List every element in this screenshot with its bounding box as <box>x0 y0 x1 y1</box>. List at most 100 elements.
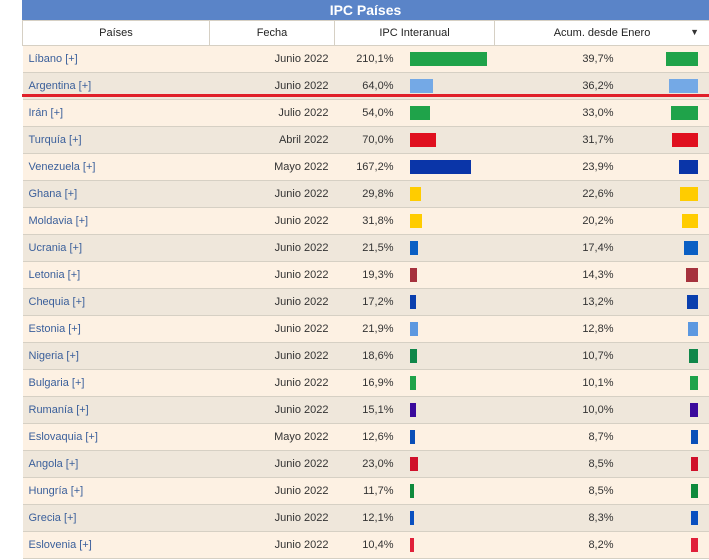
country-link[interactable]: Nigeria [+] <box>22 342 210 370</box>
ipc-value: 17,2% <box>334 288 400 316</box>
ipc-value: 70,0% <box>334 126 400 154</box>
country-link[interactable]: Bulgaria [+] <box>22 369 210 397</box>
acum-bar-cell <box>619 396 709 424</box>
country-link[interactable]: Eslovenia [+] <box>22 531 210 559</box>
ipc-bar-cell <box>399 450 495 478</box>
ipc-value: 54,0% <box>334 99 400 127</box>
header-ipc-interanual[interactable]: IPC Interanual <box>333 20 496 46</box>
table-row: Grecia [+] Junio 2022 12,1% 8,3% <box>22 504 709 532</box>
ipc-bar <box>409 268 417 282</box>
table-row: Angola [+] Junio 2022 23,0% 8,5% <box>22 450 709 478</box>
acum-value: 10,7% <box>494 342 620 370</box>
acum-value: 8,3% <box>494 504 620 532</box>
header-acum-label: Acum. desde Enero <box>553 27 651 39</box>
ipc-bar <box>409 79 433 93</box>
ipc-bar-cell <box>399 261 495 289</box>
acum-bar <box>687 322 698 336</box>
country-link[interactable]: Moldavia [+] <box>22 207 210 235</box>
ipc-bar <box>409 160 471 174</box>
acum-value: 8,7% <box>494 423 620 451</box>
table-row: Turquía [+] Abril 2022 70,0% 31,7% <box>22 126 709 154</box>
country-link[interactable]: Turquía [+] <box>22 126 210 154</box>
acum-bar <box>690 457 698 471</box>
table-row: Bulgaria [+] Junio 2022 16,9% 10,1% <box>22 369 709 397</box>
ipc-bar-cell <box>399 234 495 262</box>
country-link[interactable]: Angola [+] <box>22 450 210 478</box>
acum-bar-cell <box>619 180 709 208</box>
header-acum-desde-enero[interactable]: Acum. desde Enero ▼ <box>494 20 709 46</box>
date-cell: Junio 2022 <box>209 531 335 559</box>
acum-value: 17,4% <box>494 234 620 262</box>
acum-value: 10,0% <box>494 396 620 424</box>
acum-bar <box>690 511 698 525</box>
country-link[interactable]: Ucrania [+] <box>22 234 210 262</box>
acum-bar <box>690 484 698 498</box>
sort-desc-icon[interactable]: ▼ <box>690 27 700 37</box>
acum-value: 8,5% <box>494 450 620 478</box>
acum-value: 22,6% <box>494 180 620 208</box>
date-cell: Junio 2022 <box>209 396 335 424</box>
ipc-bar-cell <box>399 207 495 235</box>
table-header-row: Países Fecha IPC Interanual Acum. desde … <box>22 20 709 46</box>
acum-bar-cell <box>619 369 709 397</box>
acum-bar <box>690 430 698 444</box>
country-link[interactable]: Estonia [+] <box>22 315 210 343</box>
acum-bar <box>678 160 698 174</box>
acum-bar-cell <box>619 423 709 451</box>
acum-bar-cell <box>619 207 709 235</box>
header-paises[interactable]: Países <box>22 20 210 46</box>
header-fecha[interactable]: Fecha <box>209 20 335 46</box>
ipc-bar <box>409 241 418 255</box>
ipc-bar-cell <box>399 396 495 424</box>
highlight-line <box>22 94 709 97</box>
acum-bar <box>681 214 698 228</box>
date-cell: Junio 2022 <box>209 504 335 532</box>
acum-bar <box>686 295 698 309</box>
date-cell: Junio 2022 <box>209 450 335 478</box>
country-link[interactable]: Irán [+] <box>22 99 210 127</box>
table-body: Líbano [+] Junio 2022 210,1% 39,7% Argentina… <box>22 45 709 559</box>
country-link[interactable]: Ghana [+] <box>22 180 210 208</box>
acum-value: 31,7% <box>494 126 620 154</box>
country-link[interactable]: Venezuela [+] <box>22 153 210 181</box>
date-cell: Junio 2022 <box>209 234 335 262</box>
ipc-value: 19,3% <box>334 261 400 289</box>
ipc-value: 31,8% <box>334 207 400 235</box>
acum-bar <box>685 268 698 282</box>
table-row: Venezuela [+] Mayo 2022 167,2% 23,9% <box>22 153 709 181</box>
acum-value: 23,9% <box>494 153 620 181</box>
country-link[interactable]: Rumanía [+] <box>22 396 210 424</box>
country-link[interactable]: Eslovaquia [+] <box>22 423 210 451</box>
country-link[interactable]: Grecia [+] <box>22 504 210 532</box>
country-link[interactable]: Letonia [+] <box>22 261 210 289</box>
country-link[interactable]: Líbano [+] <box>22 45 210 73</box>
ipc-bar <box>409 484 414 498</box>
ipc-value: 21,5% <box>334 234 400 262</box>
acum-bar <box>683 241 698 255</box>
ipc-bar <box>409 538 414 552</box>
table-row: Eslovaquia [+] Mayo 2022 12,6% 8,7% <box>22 423 709 451</box>
ipc-bar-cell <box>399 153 495 181</box>
table-row: Moldavia [+] Junio 2022 31,8% 20,2% <box>22 207 709 235</box>
table-row: Irán [+] Julio 2022 54,0% 33,0% <box>22 99 709 127</box>
acum-bar <box>689 376 698 390</box>
ipc-bar-cell <box>399 45 495 73</box>
acum-bar-cell <box>619 477 709 505</box>
table-row: Eslovenia [+] Junio 2022 10,4% 8,2% <box>22 531 709 559</box>
ipc-bar-cell <box>399 531 495 559</box>
ipc-value: 10,4% <box>334 531 400 559</box>
acum-bar <box>679 187 698 201</box>
ipc-bar <box>409 457 418 471</box>
country-link[interactable]: Hungría [+] <box>22 477 210 505</box>
acum-value: 8,5% <box>494 477 620 505</box>
date-cell: Junio 2022 <box>209 45 335 73</box>
ipc-bar-cell <box>399 180 495 208</box>
table-row: Letonia [+] Junio 2022 19,3% 14,3% <box>22 261 709 289</box>
acum-bar-cell <box>619 45 709 73</box>
ipc-value: 18,6% <box>334 342 400 370</box>
ipc-value: 210,1% <box>334 45 400 73</box>
country-link[interactable]: Chequia [+] <box>22 288 210 316</box>
table-row: Ucrania [+] Junio 2022 21,5% 17,4% <box>22 234 709 262</box>
ipc-bar <box>409 403 416 417</box>
acum-value: 10,1% <box>494 369 620 397</box>
